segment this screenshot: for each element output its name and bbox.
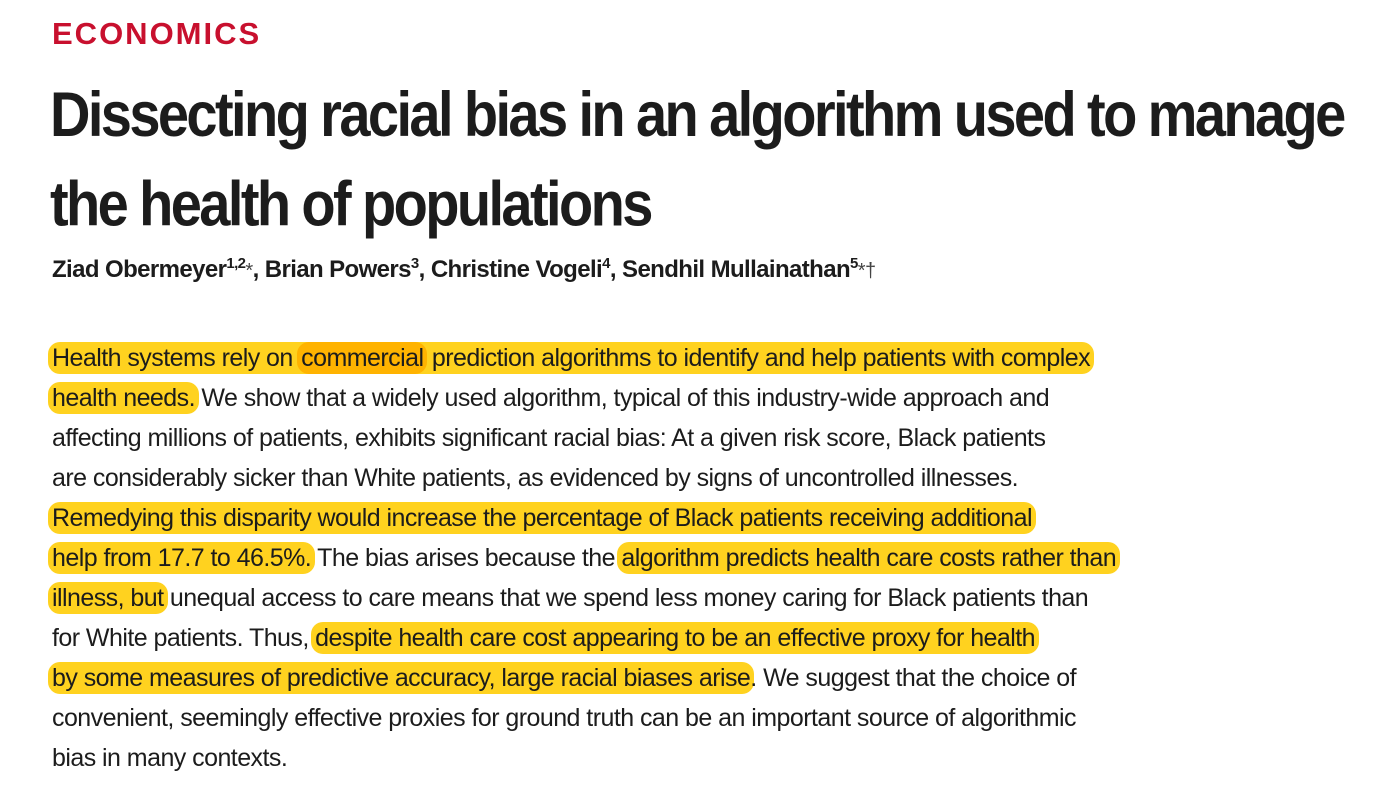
title-line: Dissecting racial bias in an algorithm u… [50, 78, 1346, 150]
author-affiliation: 1,2 [226, 255, 246, 272]
author-name[interactable]: Sendhil Mullainathan [622, 256, 851, 283]
highlight[interactable]: algorithm predicts health care costs rat… [617, 542, 1121, 574]
author-mark: *† [857, 260, 876, 282]
abstract-text: for White patients. Thus, [52, 624, 316, 652]
abstract-line: convenient, seemingly effective proxies … [52, 704, 1077, 732]
abstract-line: Health systems rely on commercial predic… [48, 338, 1372, 378]
highlight[interactable]: by some measures of predictive accuracy,… [48, 662, 755, 694]
highlight-text: prediction algorithms to identify and he… [425, 344, 1091, 372]
author-mark: * [245, 260, 253, 282]
highlight[interactable]: health needs. [48, 382, 199, 414]
author-name[interactable]: Brian Powers [264, 256, 412, 283]
article-title: Dissecting racial bias in an algorithm u… [50, 70, 1370, 249]
author-name[interactable]: Christine Vogeli [430, 256, 603, 283]
abstract-line: affecting millions of patients, exhibits… [52, 424, 1046, 452]
abstract-line: health needs. We show that a widely used… [48, 378, 1372, 418]
highlight[interactable]: Remedying this disparity would increase … [48, 502, 1036, 534]
abstract-line: for White patients. Thus, despite health… [52, 618, 1372, 658]
highlight-text: Health systems rely on [52, 344, 300, 372]
abstract-text: . We suggest that the choice of [750, 664, 1077, 692]
abstract-line: are considerably sicker than White patie… [52, 464, 1019, 492]
author-affiliation: 4 [602, 255, 610, 272]
author-separator: , [252, 256, 265, 283]
highlight[interactable]: illness, but [48, 582, 168, 614]
abstract-text: The bias arises because the [311, 544, 622, 572]
author-name[interactable]: Ziad Obermeyer [52, 256, 227, 283]
title-line: the health of populations [50, 168, 653, 240]
abstract-line: bias in many contexts. [52, 744, 288, 772]
author-separator: , [609, 256, 623, 283]
author-affiliation: 5 [850, 255, 858, 272]
abstract-line: Remedying this disparity would increase … [48, 498, 1372, 538]
highlight[interactable]: despite health care cost appearing to be… [311, 622, 1040, 654]
author-separator: , [418, 256, 431, 283]
abstract-line: help from 17.7 to 46.5%. The bias arises… [48, 538, 1372, 578]
highlight[interactable]: Health systems rely on commercial predic… [48, 342, 1095, 374]
author-list: Ziad Obermeyer1,2*, Brian Powers3, Chris… [52, 256, 1372, 284]
abstract-text: We show that a widely used algorithm, ty… [194, 384, 1050, 412]
abstract-line: illness, but unequal access to care mean… [48, 578, 1372, 618]
abstract-text: unequal access to care means that we spe… [163, 584, 1089, 612]
highlight[interactable]: help from 17.7 to 46.5%. [48, 542, 316, 574]
author-affiliation: 3 [410, 255, 419, 272]
abstract: Health systems rely on commercial predic… [48, 338, 1372, 778]
abstract-line: by some measures of predictive accuracy,… [48, 658, 1372, 698]
section-label: ECONOMICS [52, 16, 262, 51]
highlight-strong[interactable]: commercial [297, 342, 428, 374]
